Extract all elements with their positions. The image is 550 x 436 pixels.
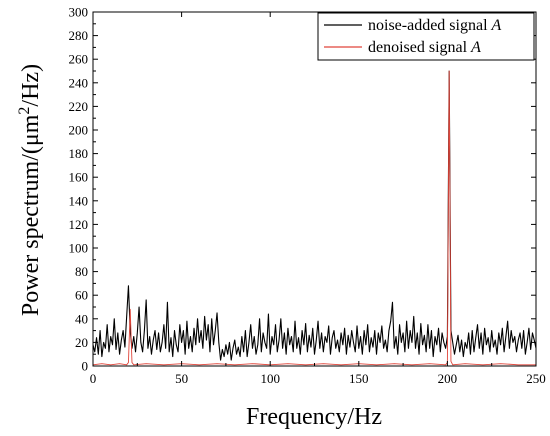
legend-label-denoised-italic: A xyxy=(470,39,481,56)
y-tick-label: 200 xyxy=(69,123,89,138)
series-layer xyxy=(92,70,537,366)
y-axis-label: Power spectrum/(μm2/Hz) xyxy=(16,64,44,316)
y-tick-label: 40 xyxy=(75,311,88,326)
y-tick-label: 180 xyxy=(69,146,89,161)
legend: noise-added signal A denoised signal A xyxy=(317,12,535,61)
y-tick-label: 140 xyxy=(69,193,89,208)
y-tick-label: 100 xyxy=(69,241,89,256)
y-tick-label: 220 xyxy=(69,99,89,114)
x-tick-label: 250 xyxy=(526,371,546,386)
y-tick-label: 20 xyxy=(75,335,88,350)
y-tick-label: 160 xyxy=(69,170,89,185)
legend-label-noise-italic: A xyxy=(491,17,502,34)
y-axis-label-suffix: /Hz) xyxy=(18,64,44,107)
y-axis-label-prefix: Power spectrum/( xyxy=(18,146,44,316)
y-tick-label: 120 xyxy=(69,217,89,232)
legend-label-denoised-text: denoised signal xyxy=(368,39,471,56)
y-tick-label: 60 xyxy=(75,288,88,303)
series-line-denoised xyxy=(92,70,536,366)
y-axis-label-exponent: 2 xyxy=(16,107,33,115)
x-tick-label: 200 xyxy=(438,371,458,386)
y-tick-label: 80 xyxy=(75,264,88,279)
y-axis-label-unit: μm xyxy=(18,114,44,146)
legend-label-noise: noise-added signal A xyxy=(368,17,502,34)
series-line-noise-added xyxy=(92,70,537,361)
y-tick-label: 280 xyxy=(69,28,89,43)
ticks-layer: 0 50 100 150 200 250 0 20 40 60 80 100 120 140 160 180 2… xyxy=(69,5,546,387)
y-tick-label: 240 xyxy=(69,75,89,90)
x-tick-label: 150 xyxy=(349,371,369,386)
x-axis-label: Frequency/Hz xyxy=(246,404,382,430)
plot-frame xyxy=(92,11,537,367)
x-tick-label: 100 xyxy=(260,371,280,386)
x-tick-label: 0 xyxy=(90,371,97,386)
legend-box xyxy=(317,12,535,61)
y-tick-label: 300 xyxy=(69,5,89,20)
y-tick-label: 0 xyxy=(82,359,89,374)
y-tick-label: 260 xyxy=(69,52,89,67)
legend-label-noise-text: noise-added signal xyxy=(368,17,492,34)
legend-label-denoised: denoised signal A xyxy=(368,39,481,56)
x-tick-label: 50 xyxy=(175,371,188,386)
